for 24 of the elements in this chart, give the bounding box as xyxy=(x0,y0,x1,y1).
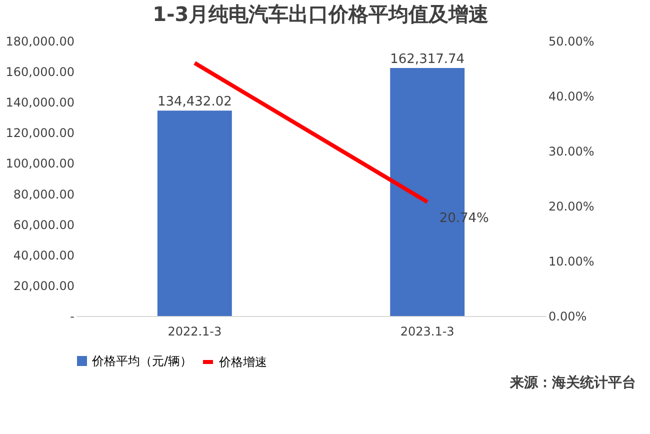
y2-tick-label: 30.00% xyxy=(548,144,594,158)
chart-title: 1-3月纯电汽车出口价格平均值及增速 xyxy=(152,2,489,26)
y-tick-label: 160,000.00 xyxy=(6,65,74,80)
y-tick-label: 120,000.00 xyxy=(6,126,74,140)
y-tick-label: 20,000.00 xyxy=(13,278,74,293)
legend-label: 价格增速 xyxy=(218,355,267,369)
x-tick-label: 2022.1-3 xyxy=(168,324,222,338)
y2-tick-label: 10.00% xyxy=(548,254,594,268)
y2-tick-label: 20.00% xyxy=(548,200,594,214)
y2-tick-label: 0.00% xyxy=(548,310,587,324)
x-tick-label: 2023.1-3 xyxy=(400,324,454,338)
source-note: 来源：海关统计平台 xyxy=(509,374,636,391)
y-tick-label: 100,000.00 xyxy=(6,156,74,171)
y-tick-label: 140,000.00 xyxy=(6,96,74,110)
y2-tick-label: 50.00% xyxy=(548,34,594,48)
y-tick-label: 40,000.00 xyxy=(13,248,74,262)
legend-label: 价格平均（元/辆） xyxy=(91,354,192,368)
y2-tick-label: 40.00% xyxy=(548,90,594,104)
y-tick-label: - xyxy=(70,310,74,324)
y-tick-label: 80,000.00 xyxy=(13,187,74,202)
y-tick-label: 60,000.00 xyxy=(13,218,74,232)
y-tick-label: 180,000.00 xyxy=(6,34,74,48)
data-label: 134,432.02 xyxy=(157,94,232,110)
data-label: 162,317.74 xyxy=(390,52,465,68)
